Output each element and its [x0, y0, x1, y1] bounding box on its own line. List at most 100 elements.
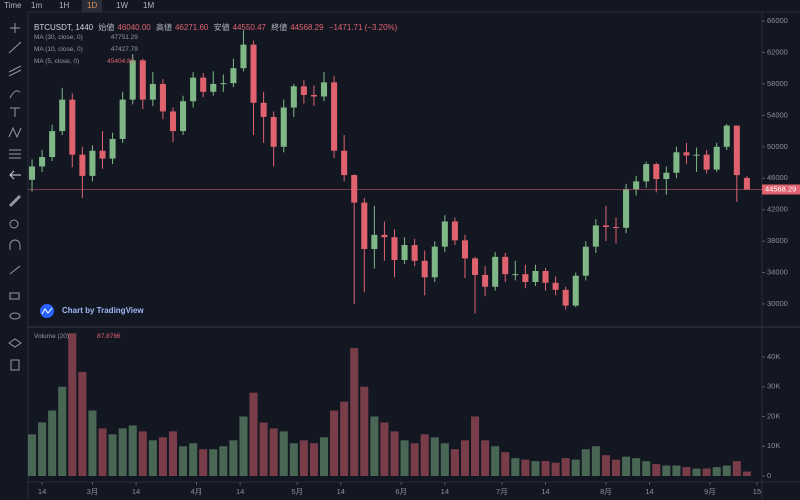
volume-bar: [158, 437, 167, 476]
volume-value: 87.8766: [97, 333, 121, 340]
drawing-tools[interactable]: [8, 23, 22, 371]
candle-body: [451, 221, 458, 241]
x-tick-label: 8月: [600, 487, 612, 496]
layers-tool[interactable]: [8, 338, 22, 348]
candle-body: [512, 274, 519, 276]
candle-body: [260, 102, 267, 117]
volume-bar: [632, 458, 641, 476]
candle-body: [502, 256, 509, 275]
trash-tool[interactable]: [10, 359, 20, 371]
volume-bar: [98, 428, 107, 476]
volume-bar: [259, 422, 268, 476]
volume-bar: [289, 443, 298, 476]
volume-bar: [662, 465, 671, 476]
y-tick-label: 62000: [767, 47, 788, 56]
zoom-tool[interactable]: [9, 219, 19, 229]
brush-tool[interactable]: [9, 90, 21, 99]
volume-bar: [410, 443, 419, 476]
y2-tick-label: 30K: [767, 382, 780, 391]
volume-bar: [380, 422, 389, 476]
last-price-label: 44568.29: [765, 184, 796, 193]
volume-bar: [450, 449, 459, 476]
candle-body: [200, 77, 207, 92]
x-tick-label: 6月: [395, 487, 407, 496]
crosshair-tool[interactable]: [10, 23, 20, 33]
candle-body: [592, 225, 599, 247]
candle-body: [341, 150, 348, 176]
volume-bar: [179, 446, 188, 476]
y-tick-label: 58000: [767, 79, 788, 88]
ruler-tool[interactable]: [8, 194, 22, 208]
volume-bar: [340, 401, 349, 476]
volume-bar: [269, 428, 278, 476]
lock-draw-tool[interactable]: [9, 265, 21, 275]
candle-body: [492, 256, 499, 287]
candle-body: [69, 99, 76, 155]
candle-body: [602, 225, 609, 227]
volume-bar: [38, 422, 47, 476]
volume-bar: [682, 467, 691, 476]
volume-bar: [138, 431, 147, 476]
candle-body: [723, 125, 730, 147]
symbol-title: BTCUSDT, 1440: [34, 23, 94, 32]
toolbar-item[interactable]: 1H: [59, 1, 70, 10]
candle-body: [210, 83, 217, 92]
volume-bar: [732, 461, 741, 476]
candle-body: [59, 99, 66, 132]
y2-tick-label: 10K: [767, 441, 780, 450]
volume-bar: [370, 416, 379, 476]
legend-value: 46040.00: [117, 23, 151, 32]
indicator-value: 47751.29: [110, 34, 138, 41]
fib-tool[interactable]: [8, 65, 22, 77]
trendline-tool[interactable]: [8, 41, 22, 54]
volume-bar: [299, 440, 308, 476]
text-tool[interactable]: [10, 107, 20, 117]
volume-bar: [229, 440, 238, 476]
volume-bar: [652, 464, 661, 476]
volume-bar: [491, 446, 500, 476]
y2-tick-label: 20K: [767, 411, 780, 420]
candle-body: [663, 172, 670, 180]
candle-body: [280, 107, 287, 147]
toolbar-item-selected[interactable]: 1D: [82, 0, 103, 12]
legend-label: 高値: [155, 23, 172, 32]
y-tick-label: 42000: [767, 205, 788, 214]
legend-row: BTCUSDT, 1440 始値 46040.00 高値 46271.60 安値 44…: [34, 22, 400, 33]
magnet-tool[interactable]: [9, 239, 21, 250]
volume-bar: [702, 468, 711, 476]
toolbar-item[interactable]: 1W: [116, 1, 128, 10]
indicator-name: MA (5, close, 0): [34, 58, 80, 65]
toolbar-item[interactable]: 1m: [31, 1, 43, 10]
candle-body: [79, 154, 86, 176]
legend-value: 44568.29: [290, 23, 324, 32]
toolbar-item[interactable]: 1M: [143, 1, 155, 10]
indicator-row: MA (30, close, 0) 47751.29: [34, 34, 138, 41]
y-tick-label: 34000: [767, 268, 788, 277]
prediction-tool[interactable]: [9, 149, 21, 159]
volume-bar: [68, 333, 77, 476]
x-tick-label: 14: [337, 487, 345, 496]
visibility-tool[interactable]: [9, 312, 21, 320]
y-tick-label: 46000: [767, 173, 788, 182]
pattern-tool[interactable]: [8, 126, 22, 139]
volume-bar: [148, 440, 157, 476]
y-tick-label: 38000: [767, 236, 788, 245]
volume-bar: [360, 386, 369, 476]
volume-bar: [350, 348, 359, 476]
lock-tool[interactable]: [9, 292, 20, 300]
candle-body: [99, 150, 106, 159]
toolbar-item[interactable]: Time: [4, 1, 22, 10]
volume-bar: [128, 425, 137, 476]
candle-body: [149, 83, 156, 100]
candle-body: [612, 226, 620, 228]
volume-bar: [571, 459, 580, 476]
back-tool[interactable]: [9, 170, 21, 180]
volume-bar: [309, 443, 318, 476]
candle-body: [270, 116, 277, 147]
indicator-value: 47427.79: [110, 46, 138, 53]
candle-body: [623, 189, 630, 228]
volume-bar: [440, 443, 449, 476]
candle-body: [129, 60, 136, 100]
logo-mark: [41, 307, 53, 315]
